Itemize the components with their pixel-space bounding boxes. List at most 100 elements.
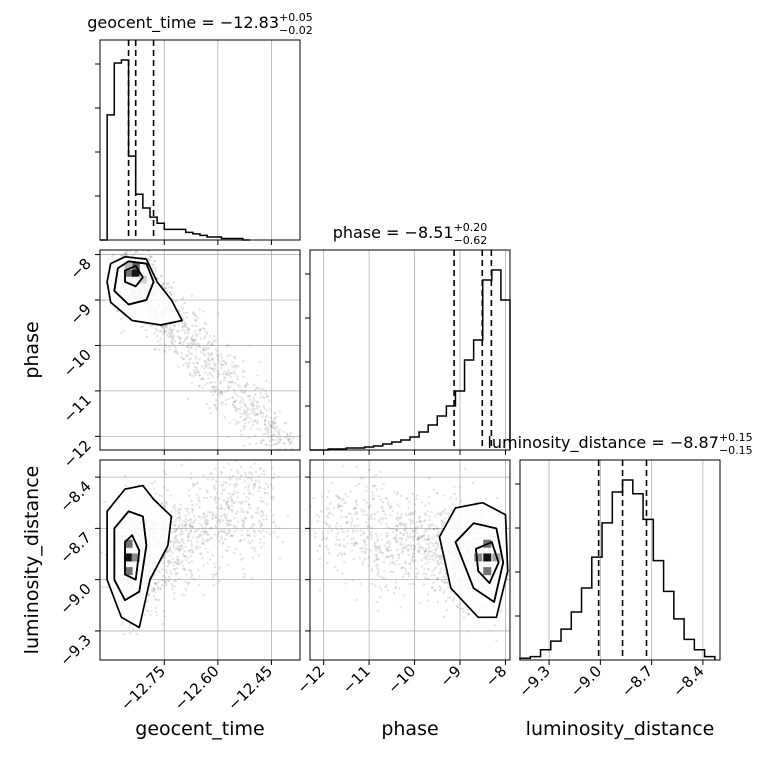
sample-point bbox=[352, 536, 356, 540]
sample-point bbox=[225, 373, 228, 376]
sample-point bbox=[231, 493, 234, 496]
sample-point bbox=[214, 516, 218, 520]
sample-point bbox=[367, 557, 370, 560]
sample-point bbox=[267, 429, 271, 432]
sample-point bbox=[388, 542, 392, 545]
sample-point bbox=[337, 504, 340, 508]
sample-point bbox=[367, 518, 370, 521]
sample-point bbox=[187, 488, 191, 492]
sample-point bbox=[404, 572, 407, 575]
sample-point bbox=[190, 294, 194, 297]
sample-point bbox=[343, 552, 346, 556]
sample-point bbox=[385, 584, 388, 587]
sample-point bbox=[409, 566, 413, 570]
sample-point bbox=[365, 548, 368, 551]
sample-point bbox=[433, 535, 436, 538]
sample-point bbox=[150, 482, 154, 485]
sample-point bbox=[233, 405, 236, 409]
sample-point bbox=[228, 380, 232, 384]
sample-point bbox=[444, 578, 448, 581]
sample-point bbox=[253, 534, 256, 538]
sample-point bbox=[266, 485, 270, 489]
sample-point bbox=[452, 597, 456, 600]
sample-point bbox=[175, 567, 179, 570]
sample-point bbox=[434, 556, 438, 559]
sample-point bbox=[443, 581, 446, 584]
sample-point bbox=[339, 551, 342, 555]
sample-point bbox=[401, 575, 405, 578]
sample-point bbox=[406, 548, 410, 551]
sample-point bbox=[318, 589, 321, 592]
sample-point bbox=[407, 506, 410, 510]
sample-point bbox=[424, 550, 427, 553]
sample-point bbox=[424, 504, 427, 507]
x-tick-label: −8.7 bbox=[618, 662, 656, 700]
sample-point bbox=[205, 402, 208, 406]
sample-point bbox=[363, 509, 366, 513]
sample-point bbox=[227, 545, 230, 549]
sample-point bbox=[175, 562, 179, 566]
sample-point bbox=[211, 375, 215, 378]
contour-level-3 bbox=[124, 534, 141, 581]
sample-point bbox=[151, 324, 154, 328]
sample-point bbox=[174, 571, 178, 574]
sample-point bbox=[235, 483, 239, 487]
sample-point bbox=[156, 335, 159, 338]
sample-point bbox=[417, 546, 421, 549]
sample-point bbox=[167, 580, 171, 583]
sample-point bbox=[104, 246, 106, 248]
sample-point bbox=[252, 482, 256, 486]
sample-point bbox=[365, 485, 368, 488]
sample-point bbox=[210, 342, 214, 346]
sample-point bbox=[194, 313, 197, 317]
sample-point bbox=[172, 334, 176, 338]
sample-point bbox=[355, 506, 358, 510]
sample-point bbox=[205, 332, 209, 336]
sample-point bbox=[443, 589, 446, 592]
sample-point bbox=[166, 571, 169, 574]
sample-point bbox=[394, 563, 397, 566]
sample-point bbox=[384, 555, 387, 559]
sample-point bbox=[227, 523, 231, 527]
sample-point bbox=[202, 474, 205, 477]
sample-point bbox=[202, 512, 206, 515]
sample-point bbox=[439, 561, 443, 564]
sample-point bbox=[255, 400, 259, 403]
sample-point bbox=[175, 527, 178, 531]
sample-point bbox=[228, 492, 231, 495]
sample-point bbox=[203, 335, 207, 338]
sample-point bbox=[198, 515, 202, 519]
sample-point bbox=[432, 488, 436, 491]
sample-point bbox=[340, 509, 343, 512]
sample-point bbox=[186, 366, 190, 369]
sample-point bbox=[184, 323, 188, 326]
sample-point bbox=[147, 258, 151, 261]
sample-point bbox=[182, 520, 185, 523]
sample-point bbox=[218, 580, 221, 583]
sample-point bbox=[196, 361, 199, 365]
sample-point bbox=[356, 524, 360, 527]
sample-point bbox=[287, 438, 290, 442]
sample-point bbox=[225, 500, 228, 504]
sample-point bbox=[377, 455, 379, 457]
sample-point bbox=[195, 366, 198, 369]
sample-point bbox=[376, 540, 379, 543]
sample-point bbox=[366, 526, 370, 529]
sample-point bbox=[253, 485, 256, 488]
sample-point bbox=[424, 562, 427, 565]
sample-point bbox=[196, 481, 199, 484]
sample-point bbox=[378, 518, 381, 521]
sample-point bbox=[202, 378, 205, 381]
sample-point bbox=[189, 341, 193, 345]
sample-point bbox=[249, 471, 252, 475]
sample-point bbox=[172, 568, 176, 571]
sample-point bbox=[174, 561, 177, 564]
sample-point bbox=[427, 476, 431, 479]
sample-point bbox=[381, 552, 384, 555]
sample-point bbox=[196, 568, 200, 572]
contour-level-2 bbox=[113, 260, 155, 306]
sample-point bbox=[208, 363, 211, 366]
sample-point bbox=[438, 571, 441, 575]
sample-point bbox=[370, 534, 374, 537]
